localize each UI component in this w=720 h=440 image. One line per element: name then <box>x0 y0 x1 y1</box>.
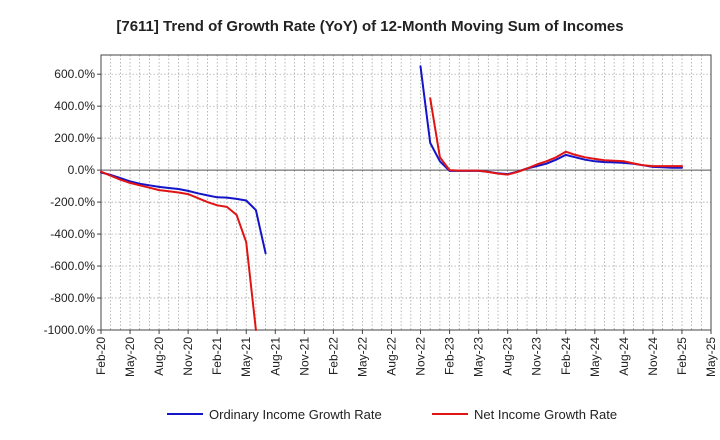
x-tick-label: Aug-22 <box>384 337 398 376</box>
y-tick-label: -1000.0% <box>44 323 96 337</box>
x-tick-label: Aug-20 <box>152 337 166 376</box>
x-tick-label: May-20 <box>123 337 137 377</box>
chart-title: [7611] Trend of Growth Rate (YoY) of 12-… <box>116 18 623 35</box>
y-tick-label: 600.0% <box>54 67 95 81</box>
series-line-1 <box>100 171 267 255</box>
x-tick-label: Feb-23 <box>443 337 457 375</box>
x-tick-label: May-24 <box>588 337 602 377</box>
series-line-2 <box>100 170 257 331</box>
x-tick-label: Aug-24 <box>617 337 631 376</box>
x-tick-label: Nov-20 <box>181 337 195 376</box>
x-tick-label: May-23 <box>472 337 486 377</box>
x-tick-label: Feb-22 <box>326 337 340 375</box>
axes: 600.0% 400.0% 200.0% 0.0% -200.0% -400.0% -600… <box>44 54 718 377</box>
x-tick-label: Aug-23 <box>501 337 515 376</box>
legend-label-1: Ordinary Income Growth Rate <box>209 407 382 422</box>
x-tick-label: May-21 <box>239 337 253 377</box>
x-tick-label: Feb-20 <box>94 337 108 375</box>
x-tick-label: Aug-21 <box>268 337 282 376</box>
y-tick-label: -400.0% <box>50 227 95 241</box>
y-tick-label: 0.0% <box>68 163 96 177</box>
y-tick-label: -200.0% <box>50 195 95 209</box>
x-tick-label: Nov-22 <box>414 337 428 376</box>
x-tick-label: Feb-25 <box>675 337 689 375</box>
series-line-2 <box>429 97 683 176</box>
x-tick-label: Nov-24 <box>646 337 660 376</box>
x-tick-label: Nov-23 <box>530 337 544 376</box>
x-tick-label: May-22 <box>355 337 369 377</box>
legend-label-2: Net Income Growth Rate <box>474 407 617 422</box>
series-line-1 <box>419 65 683 176</box>
x-tick-label: Feb-24 <box>559 337 573 375</box>
x-tick-label: Nov-21 <box>297 337 311 376</box>
series-lines <box>100 65 683 331</box>
y-tick-label: 400.0% <box>54 99 95 113</box>
plot-frame <box>100 54 712 331</box>
legend: Ordinary Income Growth Rate Net Income Gr… <box>167 407 617 422</box>
x-tick-label: May-25 <box>704 337 718 377</box>
y-tick-label: -800.0% <box>50 291 95 305</box>
y-tick-label: 200.0% <box>54 131 95 145</box>
y-tick-label: -600.0% <box>50 259 95 273</box>
x-tick-label: Feb-21 <box>210 337 224 375</box>
